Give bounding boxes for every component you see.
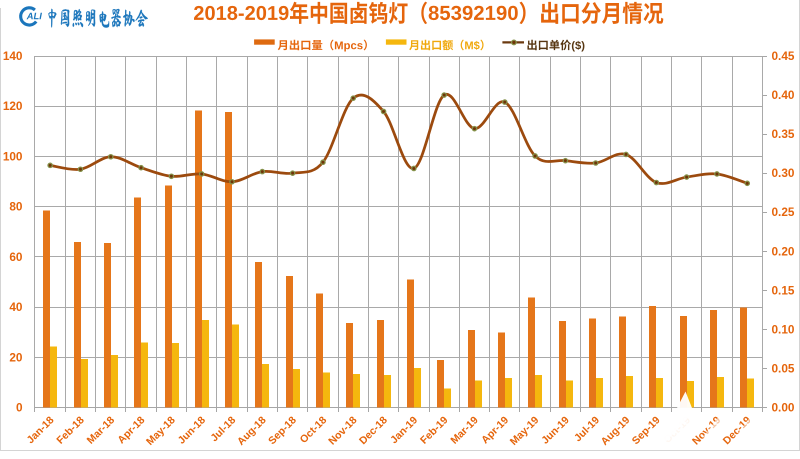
svg-text:0.05: 0.05 [772, 361, 795, 375]
svg-text:0.40: 0.40 [772, 88, 795, 102]
svg-text:0.00: 0.00 [772, 401, 795, 415]
svg-text:20: 20 [9, 350, 23, 364]
svg-text:60: 60 [9, 250, 23, 264]
svg-text:0.10: 0.10 [772, 322, 795, 336]
svg-text:80: 80 [9, 200, 23, 214]
svg-text:0.45: 0.45 [772, 49, 795, 63]
svg-text:120: 120 [3, 99, 23, 113]
svg-text:0: 0 [16, 401, 23, 415]
svg-text:0.20: 0.20 [772, 244, 795, 258]
svg-text:0.15: 0.15 [772, 283, 795, 297]
svg-text:0.35: 0.35 [772, 127, 795, 141]
svg-text:40: 40 [9, 300, 23, 314]
svg-text:0.30: 0.30 [772, 166, 795, 180]
svg-text:100: 100 [3, 149, 23, 163]
svg-text:0.25: 0.25 [772, 205, 795, 219]
svg-text:140: 140 [3, 49, 23, 63]
